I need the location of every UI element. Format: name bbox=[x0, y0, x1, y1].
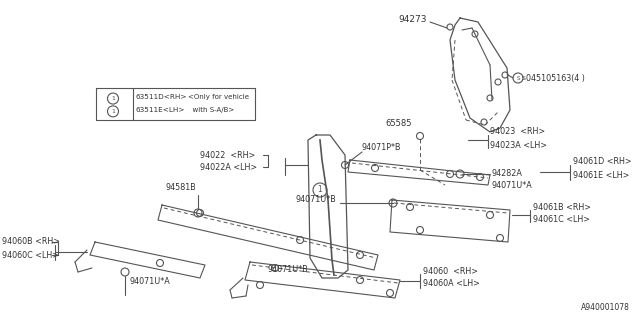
Text: 94061E <LH>: 94061E <LH> bbox=[573, 171, 629, 180]
Text: 94282A: 94282A bbox=[492, 170, 523, 179]
Text: 94061B <RH>: 94061B <RH> bbox=[533, 203, 591, 212]
Text: 94273: 94273 bbox=[398, 15, 426, 25]
Text: 63511D<RH>: 63511D<RH> bbox=[136, 94, 188, 100]
Text: 94060A <LH>: 94060A <LH> bbox=[423, 279, 480, 289]
Text: A940001078: A940001078 bbox=[581, 303, 630, 312]
Text: S: S bbox=[522, 76, 526, 81]
Text: S: S bbox=[516, 76, 520, 81]
Text: 94071U*B: 94071U*B bbox=[268, 266, 308, 275]
Text: 94071U*A: 94071U*A bbox=[492, 181, 532, 190]
Text: 94023  <RH>: 94023 <RH> bbox=[490, 127, 545, 137]
Text: 94060  <RH>: 94060 <RH> bbox=[423, 267, 478, 276]
Text: 94022A <LH>: 94022A <LH> bbox=[200, 163, 257, 172]
Text: 65585: 65585 bbox=[385, 118, 412, 127]
Text: 63511E<LH>: 63511E<LH> bbox=[136, 108, 186, 113]
Text: 94071U*A: 94071U*A bbox=[130, 277, 171, 286]
Text: 94071U*B: 94071U*B bbox=[295, 196, 336, 204]
Text: 045105163(4 ): 045105163(4 ) bbox=[526, 74, 585, 83]
Text: 94061C <LH>: 94061C <LH> bbox=[533, 215, 590, 225]
Text: 94071P*B: 94071P*B bbox=[362, 143, 401, 153]
Text: <Only for vehicle: <Only for vehicle bbox=[188, 94, 249, 100]
Text: 1: 1 bbox=[111, 96, 115, 101]
Text: 94581B: 94581B bbox=[165, 183, 196, 193]
Text: 94022  <RH>: 94022 <RH> bbox=[200, 150, 255, 159]
Text: with S-A/B>: with S-A/B> bbox=[188, 108, 234, 113]
Text: 94060B <RH>: 94060B <RH> bbox=[2, 237, 60, 246]
Text: 94060C <LH>: 94060C <LH> bbox=[2, 251, 59, 260]
Text: 94023A <LH>: 94023A <LH> bbox=[490, 140, 547, 149]
Text: 1: 1 bbox=[111, 109, 115, 114]
Text: 1: 1 bbox=[317, 186, 323, 195]
Text: 94061D <RH>: 94061D <RH> bbox=[573, 157, 632, 166]
